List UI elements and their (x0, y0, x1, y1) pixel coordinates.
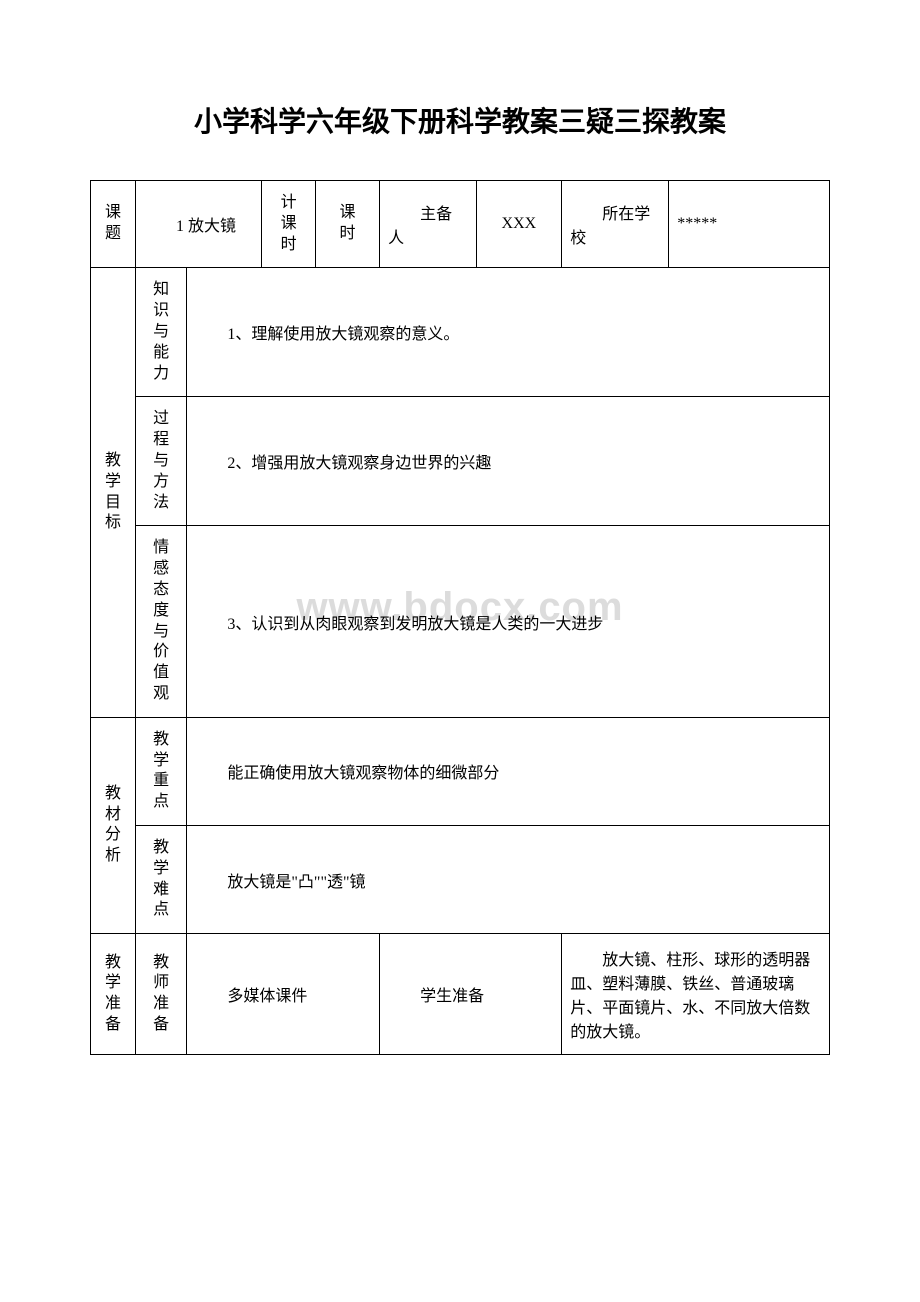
objectives-section-label: 教学目标 (91, 268, 136, 717)
student-prep-label-text: 学生准备 (420, 988, 484, 1005)
objective-label-3: 情感态度与价值观 (135, 526, 186, 717)
objective-row-3: 情感态度与价值观 3、认识到从肉眼观察到发明放大镜是人类的一大进步 (91, 526, 830, 717)
header-row: 课题 1 放大镜 计课时 课时 主备人 XXX 所在学校 ***** (91, 181, 830, 268)
school-label: 所在学校 (562, 181, 669, 268)
topic-text: 1 放大镜 (176, 218, 236, 235)
preparer-label: 主备人 (380, 181, 476, 268)
objective-content-3: 3、认识到从肉眼观察到发明放大镜是人类的一大进步 (187, 526, 830, 717)
page-title: 小学科学六年级下册科学教案三疑三探教案 (90, 100, 830, 140)
preparation-section-label: 教学准备 (91, 934, 136, 1055)
lesson-plan-table: 课题 1 放大镜 计课时 课时 主备人 XXX 所在学校 ***** 教学目标 … (90, 180, 830, 1055)
objective-text-2: 2、增强用放大镜观察身边世界的兴趣 (227, 455, 491, 472)
school-label-text: 所在学校 (570, 206, 650, 247)
student-prep-content: 放大镜、柱形、球形的透明器皿、塑料薄膜、铁丝、普通玻璃片、平面镜片、水、不同放大… (562, 934, 830, 1055)
objective-label-1: 知识与能力 (135, 268, 186, 397)
analysis-content-1: 能正确使用放大镜观察物体的细微部分 (187, 717, 830, 825)
teacher-prep-label: 教师准备 (135, 934, 186, 1055)
analysis-label-1: 教学重点 (135, 717, 186, 825)
analysis-row-2: 教学难点 放大镜是"凸""透"镜 (91, 825, 830, 933)
preparer-value: XXX (476, 181, 562, 268)
plan-hours-label: 计课时 (262, 181, 316, 268)
analysis-label-2: 教学难点 (135, 825, 186, 933)
topic-label: 课题 (91, 181, 136, 268)
teacher-prep-content: 多媒体课件 (187, 934, 380, 1055)
analysis-content-2: 放大镜是"凸""透"镜 (187, 825, 830, 933)
objective-row-2: 过程与方法 2、增强用放大镜观察身边世界的兴趣 (91, 397, 830, 526)
objective-label-2: 过程与方法 (135, 397, 186, 526)
objective-text-3: 3、认识到从肉眼观察到发明放大镜是人类的一大进步 (227, 616, 603, 633)
objective-content-2: 2、增强用放大镜观察身边世界的兴趣 (187, 397, 830, 526)
topic-value: 1 放大镜 (135, 181, 261, 268)
student-prep-label: 学生准备 (380, 934, 562, 1055)
school-value: ***** (669, 181, 830, 268)
preparation-row: 教学准备 教师准备 多媒体课件 学生准备 放大镜、柱形、球形的透明器皿、塑料薄膜… (91, 934, 830, 1055)
objective-text-1: 1、理解使用放大镜观察的意义。 (227, 326, 459, 343)
teacher-prep-text: 多媒体课件 (227, 988, 307, 1005)
preparer-label-text: 主备人 (388, 206, 452, 247)
analysis-text-1: 能正确使用放大镜观察物体的细微部分 (227, 765, 499, 782)
analysis-text-2: 放大镜是"凸""透"镜 (227, 874, 365, 891)
hours-label: 课时 (315, 181, 379, 268)
objective-content-1: 1、理解使用放大镜观察的意义。 (187, 268, 830, 397)
objective-row-1: 教学目标 知识与能力 1、理解使用放大镜观察的意义。 (91, 268, 830, 397)
analysis-row-1: 教材分析 教学重点 能正确使用放大镜观察物体的细微部分 (91, 717, 830, 825)
analysis-section-label: 教材分析 (91, 717, 136, 933)
